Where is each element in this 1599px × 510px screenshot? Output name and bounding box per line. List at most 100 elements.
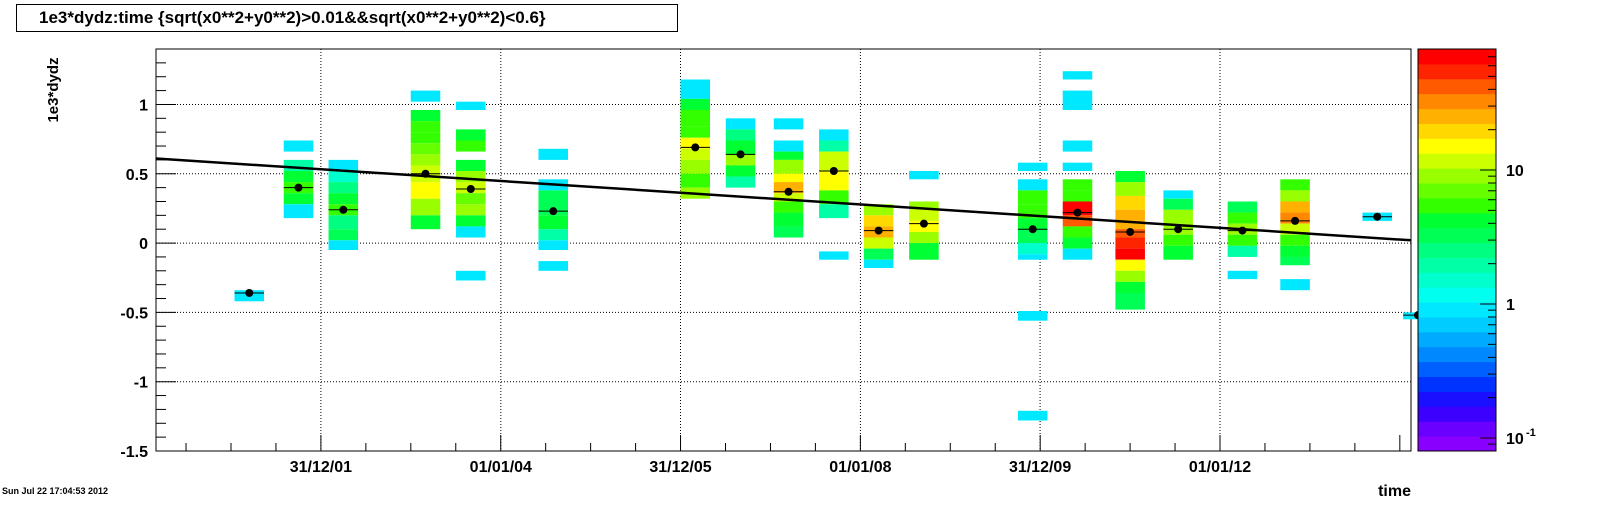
profile-point bbox=[919, 219, 928, 228]
heatmap-cell bbox=[283, 193, 314, 205]
colorbar-swatch bbox=[1418, 153, 1496, 169]
fit-line bbox=[155, 157, 1412, 242]
heatmap-cell bbox=[819, 129, 849, 141]
profile-point bbox=[1373, 212, 1382, 221]
colorbar-swatch bbox=[1418, 197, 1496, 214]
heatmap-cell bbox=[1115, 248, 1145, 260]
heatmap-cell bbox=[680, 137, 711, 149]
colorbar-swatch bbox=[1418, 93, 1496, 110]
heatmap-cell bbox=[1062, 248, 1093, 260]
x-tick-label: 01/01/04 bbox=[470, 459, 532, 476]
colorbar-swatch bbox=[1418, 183, 1496, 199]
heatmap-cell bbox=[410, 121, 441, 133]
heatmap-cell bbox=[456, 129, 486, 141]
heatmap-cell bbox=[283, 159, 314, 171]
colorbar-swatch bbox=[1418, 272, 1496, 288]
heatmap-cell bbox=[863, 215, 894, 227]
colorbar-tick-exponent: -1 bbox=[1526, 427, 1536, 439]
heatmap-cell bbox=[1115, 209, 1145, 221]
heatmap-cell bbox=[410, 143, 441, 155]
x-tick-label: 01/01/08 bbox=[829, 459, 891, 476]
heatmap-cell bbox=[456, 193, 486, 205]
heatmap-cell bbox=[1062, 162, 1093, 171]
heatmap-cell bbox=[725, 165, 756, 177]
colorbar-swatch bbox=[1418, 63, 1496, 80]
colorbar-swatch bbox=[1418, 421, 1496, 437]
heatmap-cell bbox=[773, 159, 804, 174]
heatmap-cell bbox=[1115, 220, 1145, 230]
heatmap-cell bbox=[819, 151, 849, 171]
heatmap-cell bbox=[456, 140, 486, 152]
heatmap-cell bbox=[328, 240, 359, 250]
heatmap-cell bbox=[456, 270, 486, 281]
profile-point bbox=[784, 187, 793, 196]
heatmap-cell bbox=[1062, 190, 1093, 202]
heatmap-cell bbox=[1227, 201, 1258, 213]
heatmap-cell bbox=[328, 229, 359, 241]
y-tick-label: -1 bbox=[134, 375, 148, 392]
colorbar-swatch bbox=[1418, 331, 1496, 348]
heatmap-cell bbox=[819, 190, 849, 205]
heatmap-cell bbox=[680, 148, 711, 160]
heatmap-cell bbox=[410, 90, 441, 102]
heatmap-cell bbox=[410, 182, 441, 199]
colorbar-swatch bbox=[1418, 361, 1496, 378]
heatmap-cell bbox=[1280, 234, 1310, 246]
heatmap-cell bbox=[1163, 190, 1193, 199]
heatmap-cell bbox=[1062, 237, 1093, 249]
colorbar-swatch bbox=[1418, 257, 1496, 273]
heatmap-cell bbox=[1115, 270, 1145, 282]
heatmap-cell bbox=[1062, 71, 1093, 80]
heatmap-cell bbox=[1017, 190, 1048, 205]
heatmap-cell bbox=[863, 248, 894, 260]
heatmap-cell bbox=[1227, 234, 1258, 246]
heatmap-cell bbox=[680, 109, 711, 127]
heatmap-cell bbox=[1017, 229, 1048, 244]
heatmap-cell bbox=[773, 118, 804, 130]
colorbar-swatch bbox=[1418, 317, 1496, 333]
heatmap-cell bbox=[909, 243, 939, 260]
heatmap-cell bbox=[1062, 215, 1093, 227]
footer-timestamp: Sun Jul 22 17:04:53 2012 bbox=[2, 486, 109, 496]
x-tick-label: 31/12/09 bbox=[1009, 459, 1071, 476]
colorbar-swatch bbox=[1418, 138, 1496, 154]
heatmap-cell bbox=[456, 170, 486, 183]
heatmap-cell bbox=[1163, 245, 1193, 260]
heatmap-cell bbox=[328, 193, 359, 205]
heatmap-cell bbox=[725, 140, 756, 155]
profile-point bbox=[1028, 225, 1037, 234]
profile-points bbox=[234, 143, 1433, 320]
heatmap-cell bbox=[410, 109, 441, 122]
heatmap-cell bbox=[680, 173, 711, 188]
heatmap-cell bbox=[819, 251, 849, 260]
heatmap-cell bbox=[725, 129, 756, 141]
profile-point bbox=[691, 143, 700, 152]
x-tick-label: 31/12/05 bbox=[649, 459, 711, 476]
heatmap-cell bbox=[283, 140, 314, 152]
heatmap-cell bbox=[909, 209, 939, 221]
heatmap-cell bbox=[1115, 182, 1145, 196]
heatmap-cell bbox=[538, 240, 569, 250]
heatmap-cell bbox=[456, 204, 486, 216]
profile-point bbox=[1126, 227, 1135, 236]
heatmap-cell bbox=[1227, 212, 1258, 224]
heatmap-cell bbox=[1017, 254, 1048, 260]
fit-line-segment bbox=[155, 157, 1412, 242]
heatmap-cell bbox=[1062, 90, 1093, 110]
heatmap-cell bbox=[1115, 281, 1145, 293]
heatmap-cell bbox=[328, 159, 359, 171]
heatmap-cell bbox=[863, 204, 894, 216]
profile-point bbox=[421, 169, 430, 178]
colorbar-swatch bbox=[1418, 242, 1496, 258]
heatmap-cell bbox=[1163, 209, 1193, 224]
heatmap-cell bbox=[538, 229, 569, 241]
heatmap-cell bbox=[1017, 218, 1048, 230]
heatmap-cell bbox=[773, 226, 804, 238]
y-tick-label: 1 bbox=[139, 97, 148, 114]
heatmap-cell bbox=[1017, 310, 1048, 321]
heatmap-cell bbox=[328, 170, 359, 183]
heatmap-cell bbox=[725, 176, 756, 188]
heatmap-cell bbox=[863, 259, 894, 269]
profile-point bbox=[1291, 216, 1300, 225]
heatmap-cell bbox=[1017, 410, 1048, 421]
